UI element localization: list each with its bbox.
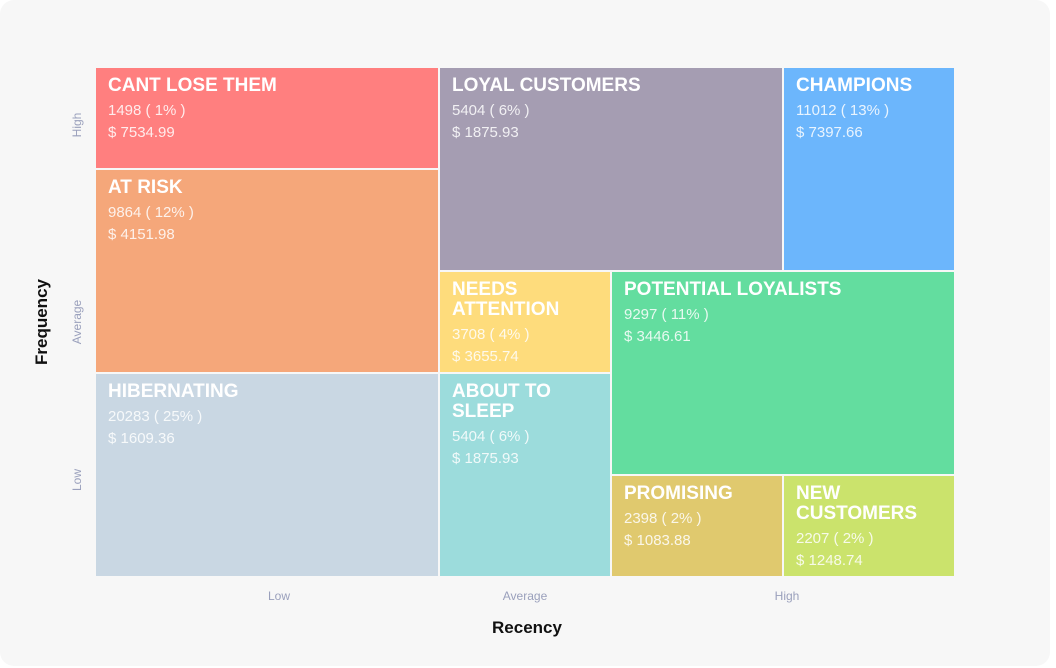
segment: NEEDS ATTENTION 3708 ( 4% ) $ 3655.74 bbox=[440, 272, 610, 372]
segment-name: AT RISK bbox=[108, 177, 183, 198]
y-axis-title: Frequency bbox=[32, 279, 51, 365]
segment-count: 9864 ( 12% ) bbox=[108, 204, 194, 221]
segment-amount: $ 3655.74 bbox=[452, 348, 519, 365]
segment: PROMISING 2398 ( 2% ) $ 1083.88 bbox=[612, 476, 782, 576]
x-axis-label: High bbox=[774, 589, 800, 603]
segment-name: NEEDS ATTENTION bbox=[452, 279, 560, 320]
segment-amount: $ 7534.99 bbox=[108, 124, 175, 141]
y-axis-label: Average bbox=[70, 299, 84, 345]
segment-name: HIBERNATING bbox=[108, 381, 239, 402]
segment-name: NEW CUSTOMERS bbox=[796, 483, 918, 524]
segment-count: 9297 ( 11% ) bbox=[624, 306, 709, 323]
segment-name: CANT LOSE THEM bbox=[108, 75, 277, 96]
segment-amount: $ 7397.66 bbox=[796, 124, 863, 141]
segment-amount: $ 1248.74 bbox=[796, 552, 863, 569]
segment-count: 20283 ( 25% ) bbox=[108, 408, 203, 425]
segment: LOYAL CUSTOMERS 5404 ( 6% ) $ 1875.93 bbox=[440, 68, 782, 270]
segment-count: 5404 ( 6% ) bbox=[452, 102, 530, 119]
segment: ABOUT TO SLEEP 5404 ( 6% ) $ 1875.93 bbox=[440, 374, 610, 576]
segment: AT RISK 9864 ( 12% ) $ 4151.98 bbox=[96, 170, 438, 372]
y-axis-label: Low bbox=[70, 468, 84, 492]
segment: HIBERNATING 20283 ( 25% ) $ 1609.36 bbox=[96, 374, 438, 576]
x-axis-label: Low bbox=[267, 589, 291, 603]
segment-count: 2207 ( 2% ) bbox=[796, 530, 874, 547]
segment-amount: $ 4151.98 bbox=[108, 226, 175, 243]
y-axis-label: High bbox=[70, 112, 84, 138]
segment: POTENTIAL LOYALISTS 9297 ( 11% ) $ 3446.61 bbox=[612, 272, 954, 474]
x-axis-title: Recency bbox=[492, 618, 562, 637]
segment-name: POTENTIAL LOYALISTS bbox=[624, 279, 842, 300]
segment-count: 1498 ( 1% ) bbox=[108, 102, 186, 119]
x-axis-label: Average bbox=[502, 589, 548, 603]
segment-name: ABOUT TO SLEEP bbox=[452, 381, 551, 422]
segment-amount: $ 1875.93 bbox=[452, 450, 519, 467]
segment: CANT LOSE THEM 1498 ( 1% ) $ 7534.99 bbox=[96, 68, 438, 168]
segment-amount: $ 1609.36 bbox=[108, 430, 175, 447]
segment-name: PROMISING bbox=[624, 483, 733, 504]
segment-amount: $ 1083.88 bbox=[624, 532, 691, 549]
segment: NEW CUSTOMERS 2207 ( 2% ) $ 1248.74 bbox=[784, 476, 954, 576]
segment-count: 3708 ( 4% ) bbox=[452, 326, 530, 343]
segment-amount: $ 3446.61 bbox=[624, 328, 691, 345]
segment: CHAMPIONS 11012 ( 13% ) $ 7397.66 bbox=[784, 68, 954, 270]
segment-name: CHAMPIONS bbox=[796, 75, 913, 96]
segment-count: 11012 ( 13% ) bbox=[796, 102, 890, 119]
segment-amount: $ 1875.93 bbox=[452, 124, 519, 141]
segment-count: 5404 ( 6% ) bbox=[452, 428, 530, 445]
segment-name: LOYAL CUSTOMERS bbox=[452, 75, 641, 96]
segment-count: 2398 ( 2% ) bbox=[624, 510, 702, 527]
